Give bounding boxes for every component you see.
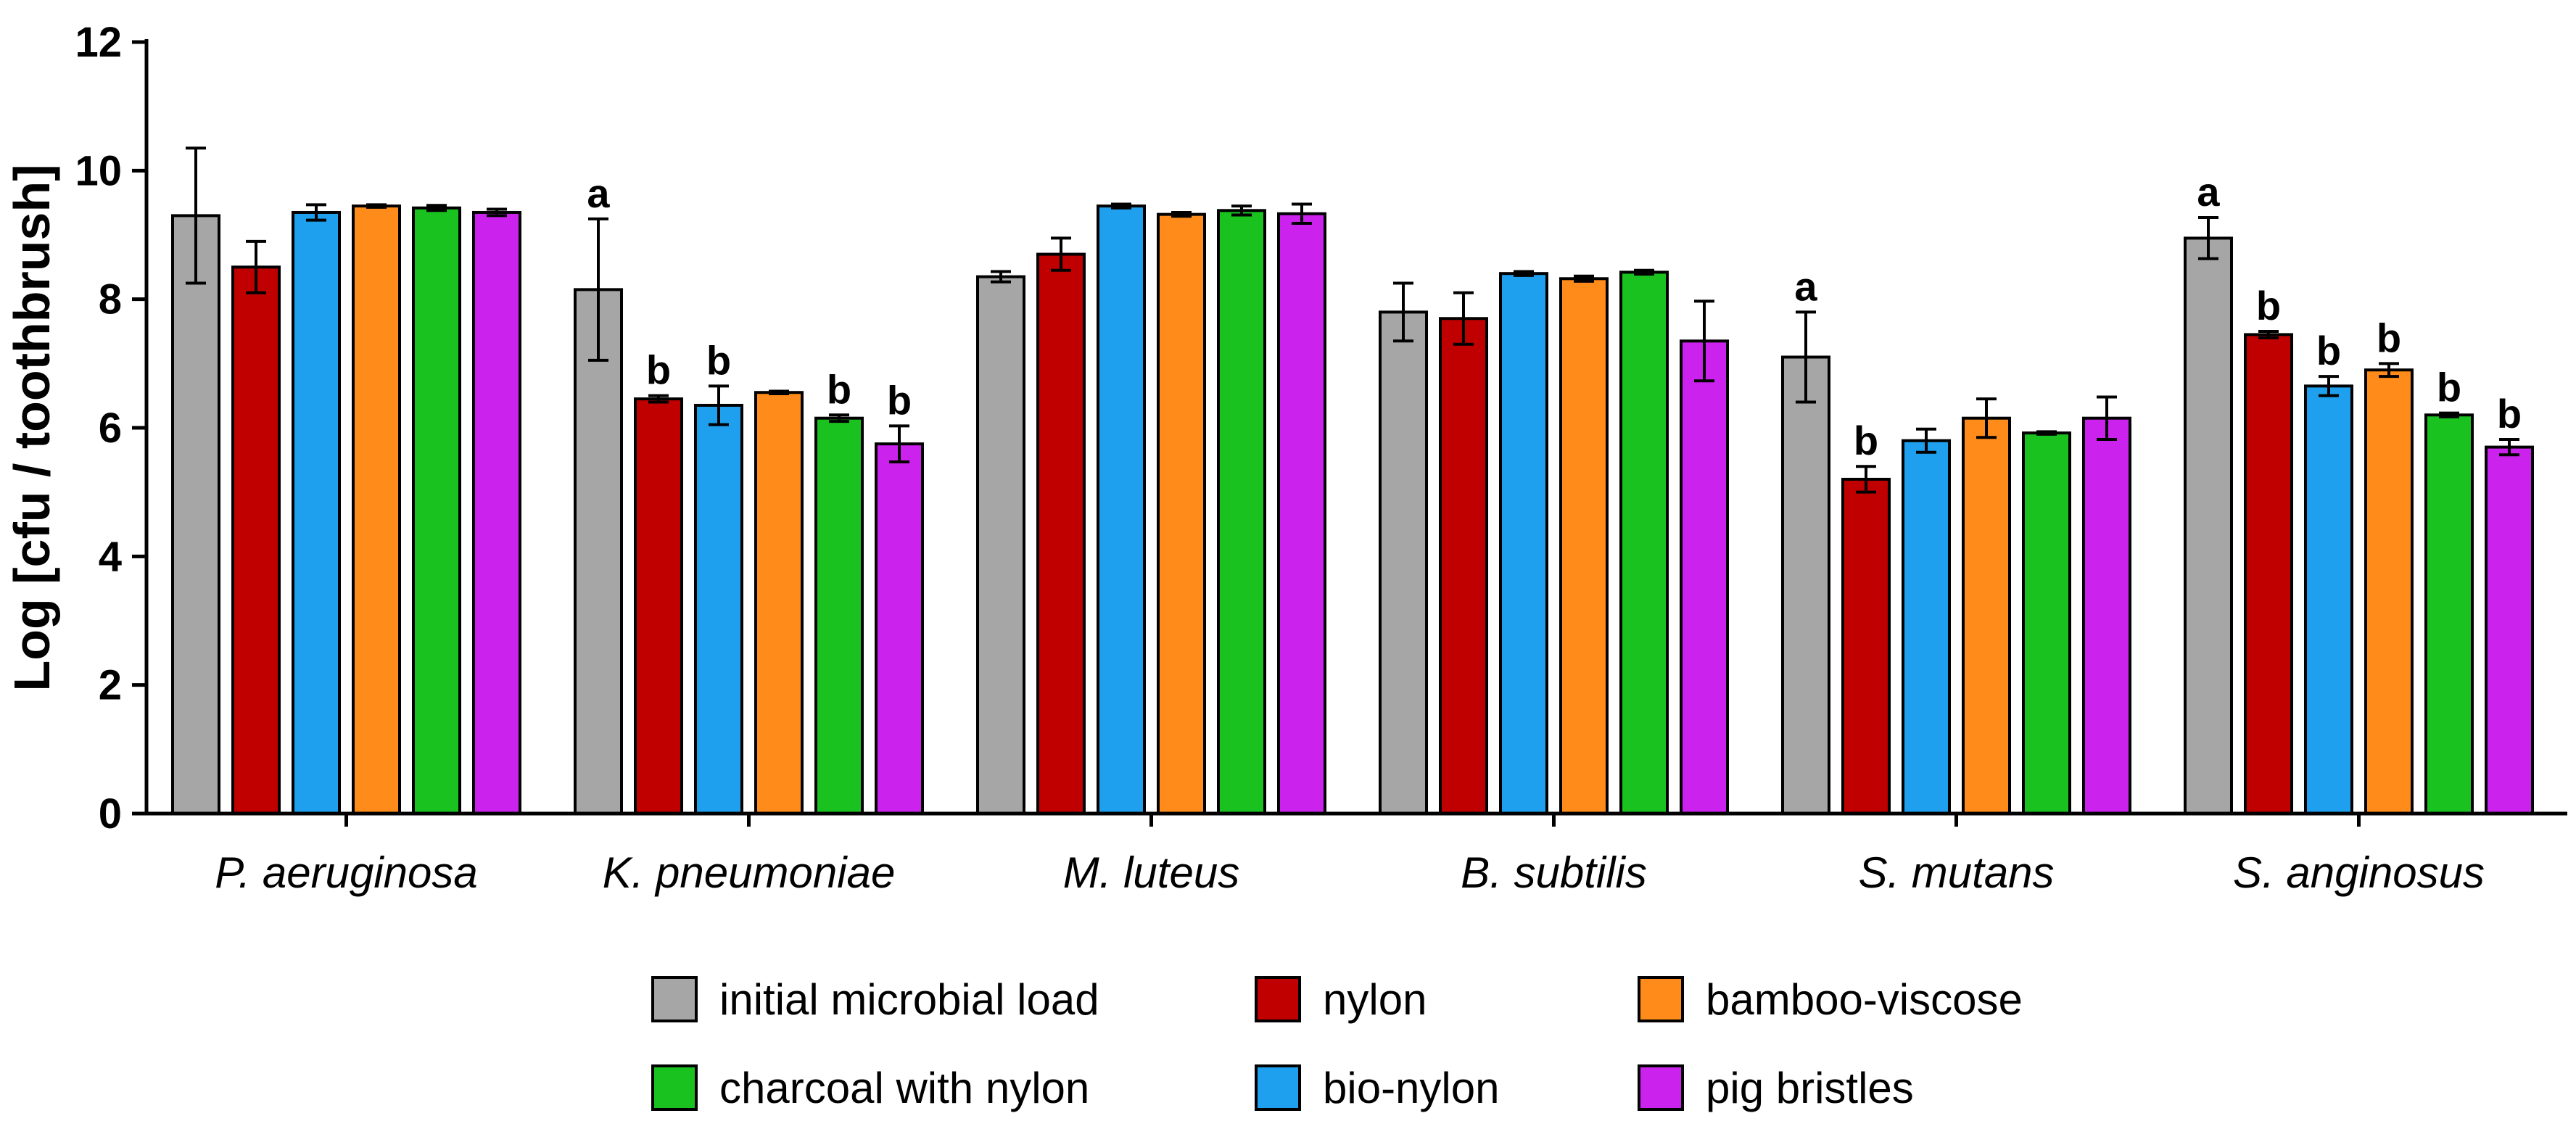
y-tick-label: 10 xyxy=(75,147,122,194)
bar xyxy=(1781,355,1830,815)
bar xyxy=(1559,277,1609,815)
bar xyxy=(2485,445,2534,815)
significance-label: b xyxy=(2377,315,2401,360)
significance-label: b xyxy=(2437,365,2461,410)
significance-label: b xyxy=(2256,283,2281,328)
bar xyxy=(2244,333,2293,815)
y-tick-label: 2 xyxy=(99,662,122,709)
bar xyxy=(1902,439,1951,815)
bar xyxy=(231,265,281,816)
legend-swatch xyxy=(1638,976,1684,1022)
bar xyxy=(2424,413,2474,815)
y-axis-label: Log [cfu / toothbrush] xyxy=(4,164,60,691)
bar xyxy=(171,214,220,815)
significance-label: a xyxy=(587,170,610,216)
legend-label: bio-nylon xyxy=(1323,1064,1500,1112)
y-tick-label: 12 xyxy=(75,19,122,66)
bar xyxy=(634,397,683,815)
significance-label: b xyxy=(2497,391,2522,437)
y-tick-label: 4 xyxy=(99,533,122,580)
significance-label: b xyxy=(887,377,912,423)
y-tick-label: 0 xyxy=(99,790,122,838)
bar xyxy=(574,288,623,816)
bar xyxy=(2304,384,2353,815)
bar xyxy=(1499,272,1548,815)
bar xyxy=(472,210,521,815)
bar xyxy=(1619,270,1669,815)
x-tick-label: K. pneumoniae xyxy=(603,848,896,897)
bar xyxy=(1841,477,1891,816)
significance-label: a xyxy=(1794,263,1817,309)
significance-label: b xyxy=(2316,328,2341,373)
significance-label: b xyxy=(827,366,851,412)
significance-label: b xyxy=(706,337,731,383)
legend-label: charcoal with nylon xyxy=(719,1064,1089,1112)
bar xyxy=(1962,416,2011,815)
bar xyxy=(2364,368,2414,815)
y-tick-label: 8 xyxy=(99,276,122,323)
bar xyxy=(1379,310,1428,815)
bar xyxy=(875,442,924,816)
bar xyxy=(412,206,461,815)
bar xyxy=(2022,431,2071,815)
bar xyxy=(1217,209,1266,816)
legend-swatch xyxy=(1255,1064,1301,1111)
bar xyxy=(292,210,341,815)
bar xyxy=(1277,212,1326,815)
x-tick-label: S. mutans xyxy=(1858,848,2054,897)
legend-label: bamboo-viscose xyxy=(1706,975,2023,1024)
bar xyxy=(1036,252,1086,816)
bar xyxy=(976,275,1025,815)
x-tick-label: P. aeruginosa xyxy=(215,848,478,897)
legend-label: nylon xyxy=(1323,975,1427,1024)
x-tick-label: B. subtilis xyxy=(1461,848,1647,897)
y-tick-label: 6 xyxy=(99,405,122,452)
significance-label: a xyxy=(2197,169,2220,215)
legend-label: pig bristles xyxy=(1706,1064,1914,1112)
legend-swatch xyxy=(1638,1064,1684,1111)
legend: initial microbial load nylon bamboo-viscos… xyxy=(651,975,2023,1112)
x-tick-label: S. anginosus xyxy=(2233,848,2485,897)
bar xyxy=(814,416,864,815)
legend-swatch xyxy=(651,976,698,1022)
bar xyxy=(352,204,401,816)
bar xyxy=(2082,416,2131,815)
bar xyxy=(1439,317,1488,815)
bar xyxy=(2184,236,2233,815)
bar xyxy=(1157,212,1206,816)
legend-swatch xyxy=(1255,976,1301,1022)
x-tick-label: M. luteus xyxy=(1063,848,1239,897)
axes-layer xyxy=(132,39,2567,827)
bar xyxy=(754,391,804,815)
bar xyxy=(1097,204,1146,816)
bar xyxy=(694,403,743,815)
significance-label: b xyxy=(1854,418,1878,463)
legend-label: initial microbial load xyxy=(719,975,1099,1024)
significance-label: b xyxy=(646,347,671,393)
bar xyxy=(1680,339,1729,815)
bars-layer xyxy=(171,146,2534,816)
legend-swatch xyxy=(651,1064,698,1111)
